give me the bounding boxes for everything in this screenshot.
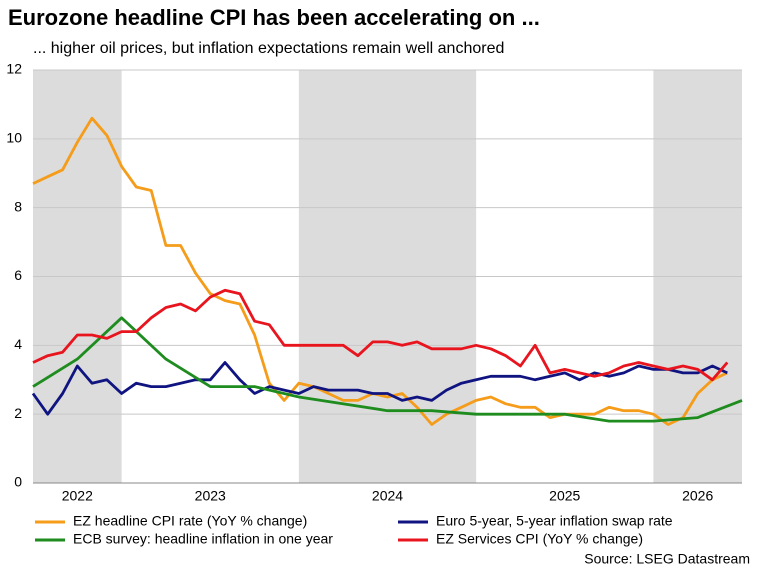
chart-title: Eurozone headline CPI has been accelerat… — [8, 5, 540, 30]
series-line — [31, 361, 728, 416]
legend-label: EZ Services CPI (YoY % change) — [436, 531, 643, 547]
source-note: Source: LSEG Datastream — [584, 551, 750, 567]
legend-label: Euro 5-year, 5-year inflation swap rate — [436, 513, 673, 529]
y-tick-label: 4 — [14, 336, 22, 352]
y-tick-label: 8 — [14, 198, 22, 214]
x-tick-label: 2023 — [195, 488, 226, 504]
y-tick-label: 12 — [6, 61, 22, 77]
series-line — [32, 116, 728, 426]
legend-label: ECB survey: headline inflation in one ye… — [73, 531, 333, 547]
y-tick-label: 0 — [14, 474, 22, 490]
series-line — [32, 288, 729, 382]
x-tick-label: 2024 — [372, 488, 403, 504]
x-tick-label: 2026 — [682, 488, 713, 504]
y-tick-label: 2 — [14, 405, 22, 421]
y-tick-label: 10 — [6, 130, 22, 146]
y-tick-label: 6 — [14, 267, 22, 283]
x-tick-label: 2025 — [549, 488, 580, 504]
x-tick-label: 2022 — [62, 488, 93, 504]
legend-label: EZ headline CPI rate (YoY % change) — [73, 513, 307, 529]
chart-subtitle: ... higher oil prices, but inflation exp… — [33, 40, 504, 57]
